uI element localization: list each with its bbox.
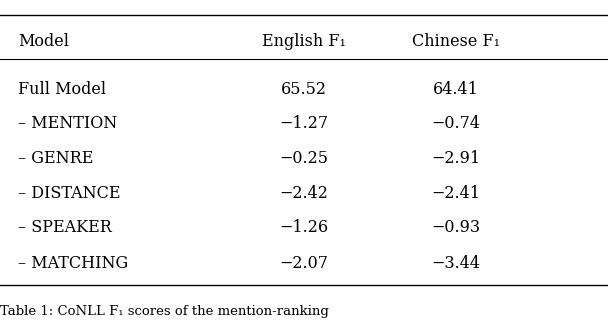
Text: English F₁: English F₁ — [262, 33, 346, 50]
Text: – DISTANCE: – DISTANCE — [18, 184, 121, 202]
Text: −1.26: −1.26 — [280, 219, 328, 236]
Text: Full Model: Full Model — [18, 81, 106, 98]
Text: −2.41: −2.41 — [432, 184, 480, 202]
Text: – GENRE: – GENRE — [18, 150, 94, 167]
Text: Table 1: CoNLL F₁ scores of the mention-ranking: Table 1: CoNLL F₁ scores of the mention-… — [0, 305, 329, 318]
Text: −0.93: −0.93 — [432, 219, 480, 236]
Text: – MENTION: – MENTION — [18, 115, 117, 132]
Text: – SPEAKER: – SPEAKER — [18, 219, 112, 236]
Text: 64.41: 64.41 — [433, 81, 479, 98]
Text: −0.25: −0.25 — [280, 150, 328, 167]
Text: Chinese F₁: Chinese F₁ — [412, 33, 500, 50]
Text: Model: Model — [18, 33, 69, 50]
Text: 65.52: 65.52 — [281, 81, 327, 98]
Text: −0.74: −0.74 — [432, 115, 480, 132]
Text: – MATCHING: – MATCHING — [18, 255, 128, 273]
Text: −2.91: −2.91 — [432, 150, 480, 167]
Text: −1.27: −1.27 — [280, 115, 328, 132]
Text: −3.44: −3.44 — [432, 255, 480, 273]
Text: −2.07: −2.07 — [280, 255, 328, 273]
Text: −2.42: −2.42 — [280, 184, 328, 202]
